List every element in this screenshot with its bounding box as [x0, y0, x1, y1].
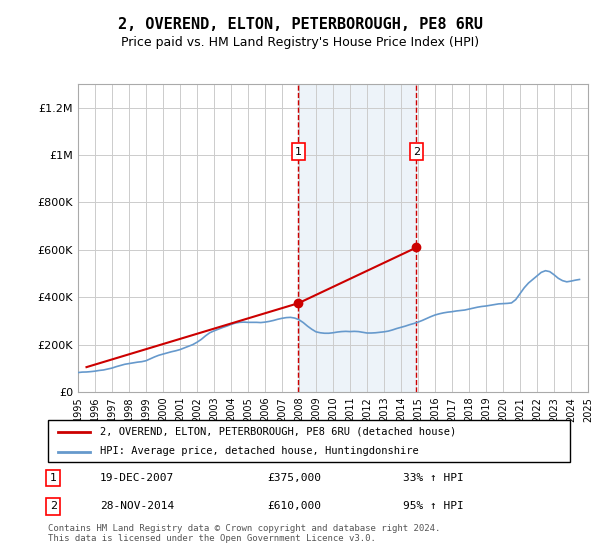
Text: 95% ↑ HPI: 95% ↑ HPI: [403, 501, 464, 511]
Text: 19-DEC-2007: 19-DEC-2007: [100, 473, 175, 483]
Text: 2, OVEREND, ELTON, PETERBOROUGH, PE8 6RU: 2, OVEREND, ELTON, PETERBOROUGH, PE8 6RU: [118, 17, 482, 32]
Text: 28-NOV-2014: 28-NOV-2014: [100, 501, 175, 511]
Text: 1: 1: [295, 147, 302, 157]
Text: 1: 1: [50, 473, 57, 483]
FancyBboxPatch shape: [48, 420, 570, 462]
Text: 2: 2: [50, 501, 57, 511]
Text: £610,000: £610,000: [267, 501, 321, 511]
Text: 2, OVEREND, ELTON, PETERBOROUGH, PE8 6RU (detached house): 2, OVEREND, ELTON, PETERBOROUGH, PE8 6RU…: [100, 427, 457, 437]
Text: Price paid vs. HM Land Registry's House Price Index (HPI): Price paid vs. HM Land Registry's House …: [121, 36, 479, 49]
Text: 2: 2: [413, 147, 420, 157]
Text: Contains HM Land Registry data © Crown copyright and database right 2024.
This d: Contains HM Land Registry data © Crown c…: [48, 524, 440, 543]
Bar: [298, 84, 416, 392]
Text: 33% ↑ HPI: 33% ↑ HPI: [403, 473, 464, 483]
Text: HPI: Average price, detached house, Huntingdonshire: HPI: Average price, detached house, Hunt…: [100, 446, 419, 456]
Text: £375,000: £375,000: [267, 473, 321, 483]
